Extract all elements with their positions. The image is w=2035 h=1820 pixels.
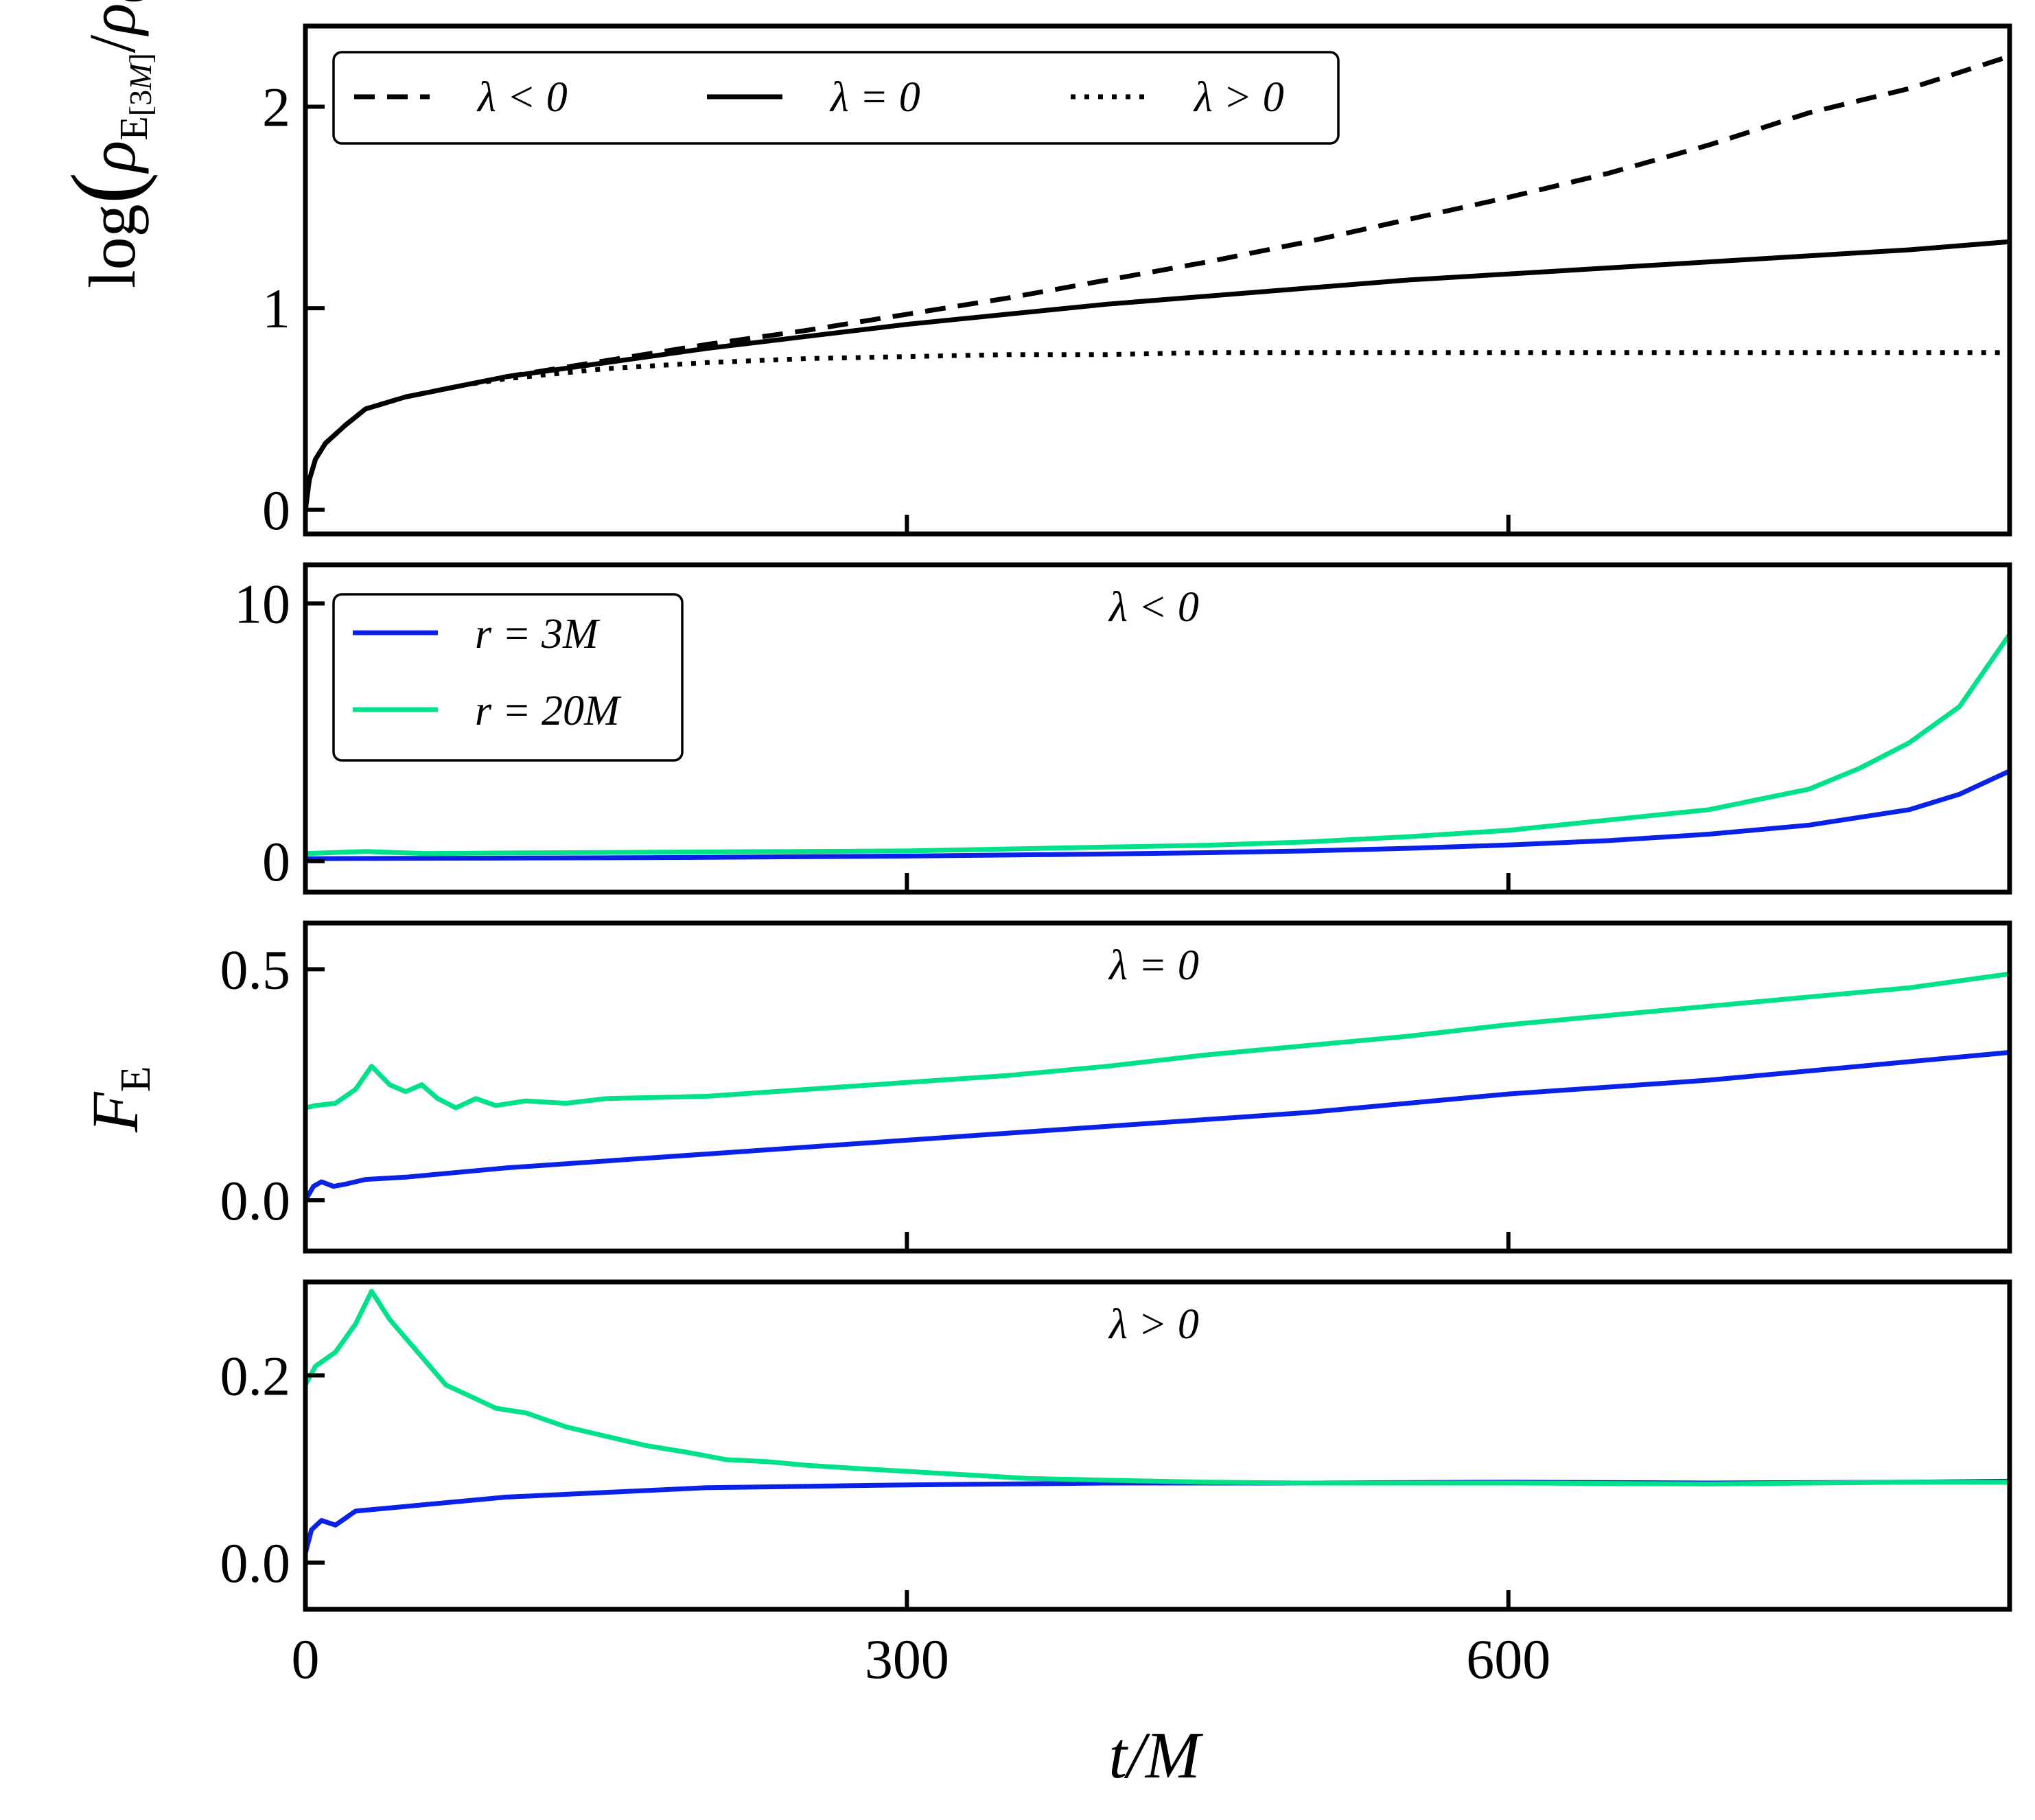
y-tick-label: 0 <box>262 830 290 893</box>
legend-frame <box>332 593 684 762</box>
svg-text:log(ρE[3M]/ρ0): log(ρE[3M]/ρ0) <box>52 0 159 288</box>
legend-label: r = 3M <box>475 611 601 657</box>
series-group <box>305 971 2010 1202</box>
x-tick-label: 0 <box>292 1628 320 1690</box>
y-tick-label: 0.0 <box>220 1532 291 1594</box>
x-tick-label: 300 <box>865 1628 949 1690</box>
series-line-flux-positive-1 <box>305 1289 2010 1486</box>
axes-frame <box>303 23 2012 537</box>
y-tick-label: 0.2 <box>220 1344 291 1407</box>
series-line-density-2 <box>305 350 2010 511</box>
legend-label: λ > 0 <box>1193 74 1284 121</box>
y-tick-label: 10 <box>234 572 290 635</box>
axes-frame <box>303 920 2012 1254</box>
panel-flux-positive: 0.0 0.2 0 300 600 λ > 0 <box>220 1279 2012 1690</box>
series-group <box>305 54 2010 511</box>
axes-frame <box>303 562 2012 895</box>
series-line-density-1 <box>305 239 2010 511</box>
x-tick-label: 600 <box>1466 1628 1550 1690</box>
y-tick-label: 0.5 <box>220 938 291 1001</box>
y-tick-label: 0 <box>262 479 290 541</box>
legend-frame <box>332 51 1340 145</box>
axes-frame <box>303 1279 2012 1612</box>
panel-density: 0 1 2 λ < 0 λ = 0 λ > 0 <box>262 23 2012 541</box>
legend: r = 3M r = 20M <box>332 593 684 762</box>
series-line-flux-negative-0 <box>305 769 2010 861</box>
panel-flux-zero: 0.0 0.5 λ = 0 <box>220 920 2012 1254</box>
svg-text:FE: FE <box>78 1066 159 1133</box>
y-tick-label: 1 <box>262 277 290 340</box>
panel-title: λ = 0 <box>1108 942 1199 989</box>
panel-title: λ < 0 <box>1108 584 1199 631</box>
density-ylabel: log(ρE[3M]/ρ0) <box>52 0 159 288</box>
series-group <box>305 633 2010 861</box>
series-group <box>305 1289 2010 1554</box>
legend: λ < 0 λ = 0 λ > 0 <box>332 51 1340 145</box>
flux-ylabel: FE <box>78 1066 159 1133</box>
series-line-flux-zero-0 <box>305 1050 2010 1202</box>
series-line-flux-zero-1 <box>305 971 2010 1110</box>
series-line-flux-negative-1 <box>305 633 2010 856</box>
legend-label: r = 20M <box>475 688 622 734</box>
legend-label: λ = 0 <box>829 74 920 121</box>
y-tick-label: 0.0 <box>220 1169 291 1232</box>
series-line-flux-positive-0 <box>305 1478 2010 1554</box>
y-tick-label: 2 <box>262 75 290 138</box>
legend-label: λ < 0 <box>476 74 568 121</box>
panel-flux-negative: 0 10 λ < 0 r = 3M r = 20M <box>234 562 2012 895</box>
panel-title: λ > 0 <box>1108 1301 1199 1348</box>
x-axis-label: t/M <box>1108 1718 1203 1792</box>
